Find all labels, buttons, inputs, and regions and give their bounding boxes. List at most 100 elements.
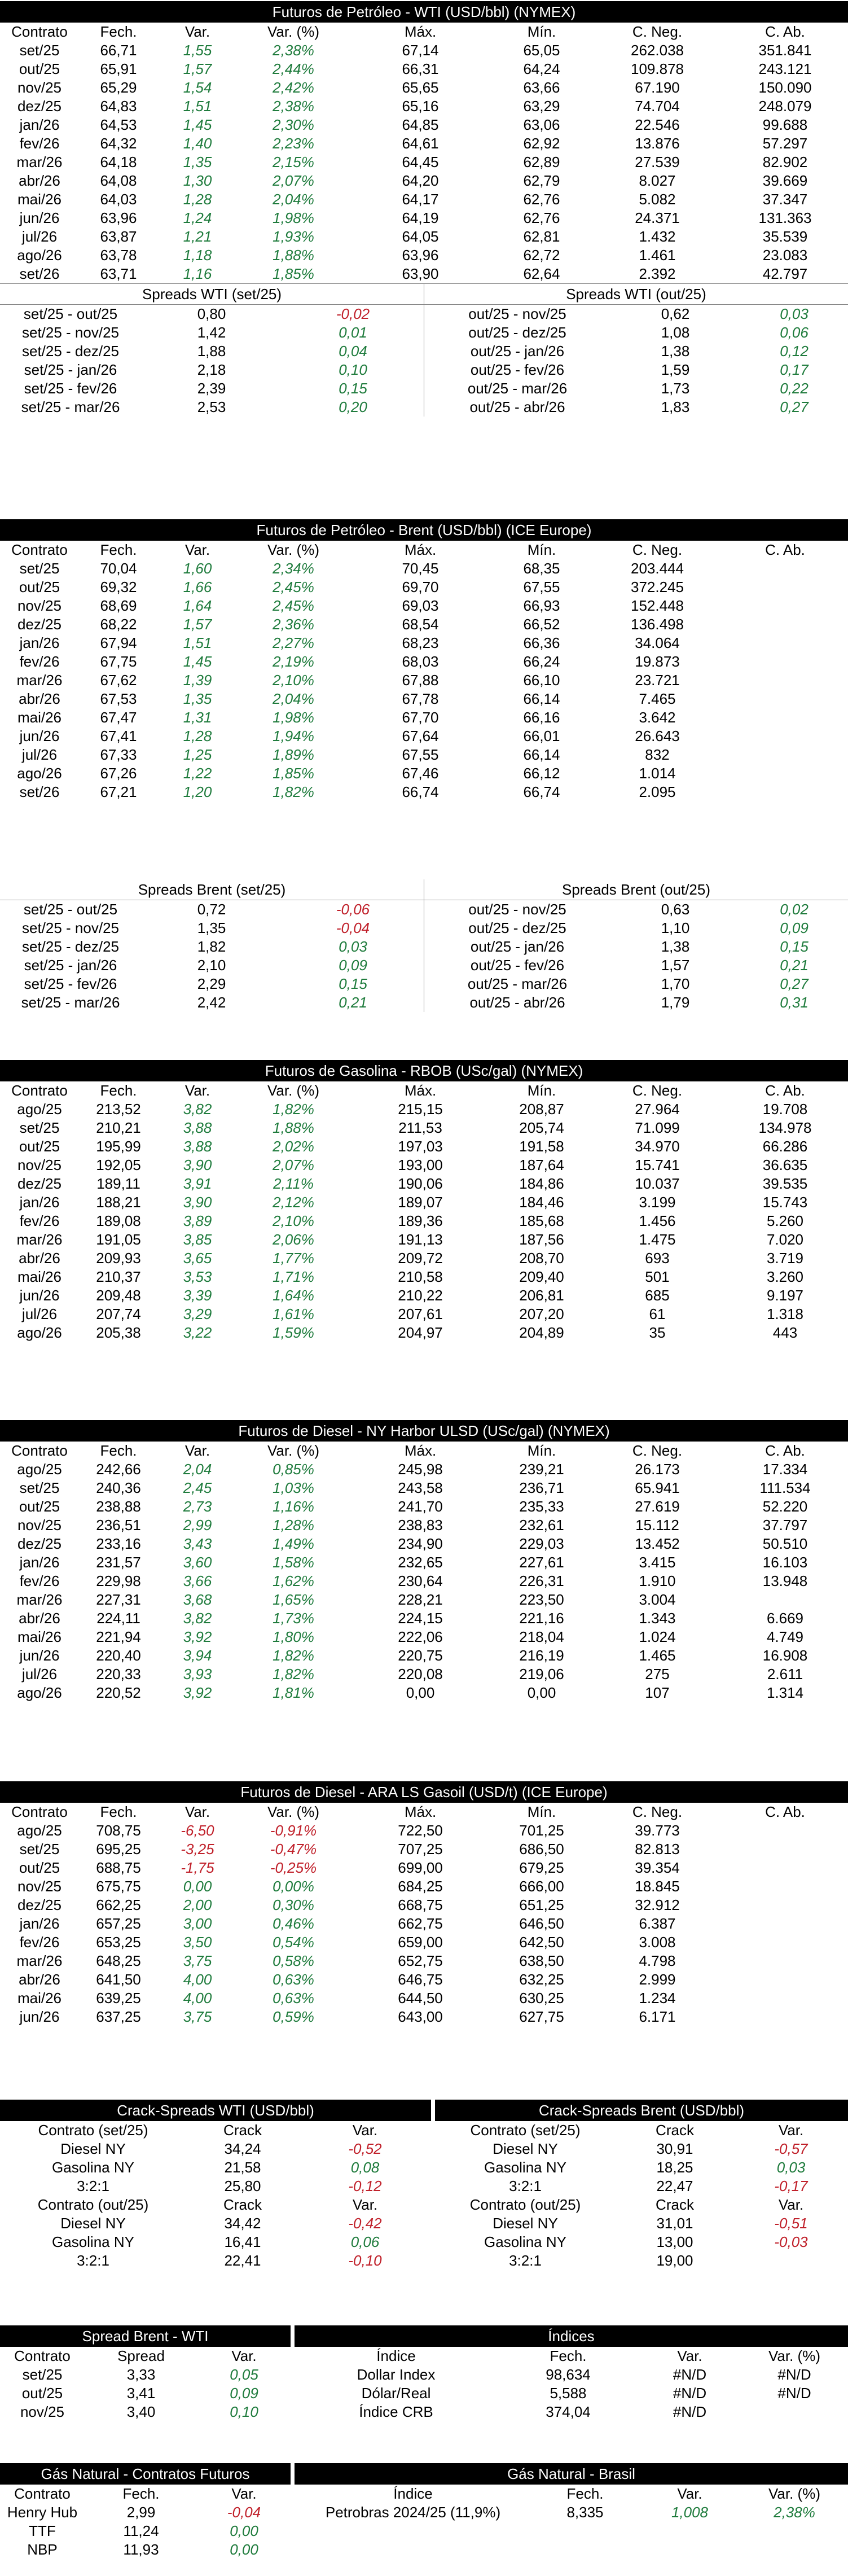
table-cell: 233,16 — [96, 1535, 141, 1552]
table-cell: NBP — [27, 2541, 58, 2558]
table-row: out/25 195,99 3,88 2,02% 197,03 191,58 34.970 6… — [0, 1137, 848, 1156]
table-cell: 1,51 — [183, 98, 212, 115]
table-cell: 239,21 — [519, 1461, 564, 1478]
table-row: 3:2:1 22,47 -0,17 — [435, 2177, 848, 2196]
brent-spreads-right: Spreads Brent (out/25) out/25 - nov/25 0,… — [424, 879, 848, 1012]
table-cell: 27.619 — [635, 1498, 680, 1515]
table-cell: fev/26 — [19, 1934, 60, 1951]
table-cell: 107 — [645, 1684, 670, 1701]
column-header: C. Ab. — [765, 541, 805, 558]
table-cell: 1,25 — [183, 746, 212, 763]
table-cell: 3,39 — [183, 1287, 212, 1304]
table-cell: 13.452 — [635, 1535, 680, 1552]
table-cell: 213,52 — [96, 1101, 141, 1118]
table-cell: 189,11 — [96, 1175, 140, 1192]
table-cell: 0,04 — [339, 343, 367, 360]
table-cell: 1,85% — [273, 265, 314, 282]
gasoil-title: Futuros de Diesel - ARA LS Gasoil (USD/t… — [0, 1781, 848, 1803]
table-row: fev/26 189,08 3,89 2,10% 189,36 185,68 1.456 5.… — [0, 1212, 848, 1230]
table-cell: 216,19 — [519, 1647, 564, 1664]
table-cell: 243,58 — [398, 1479, 443, 1496]
table-cell: 0,59% — [273, 2008, 314, 2025]
table-cell: 3,88 — [183, 1138, 212, 1155]
table-row: set/25 3,33 0,05 — [0, 2365, 291, 2384]
table-cell: 0,03 — [780, 305, 809, 322]
table-cell: 64,61 — [402, 135, 439, 152]
table-cell: 7.020 — [766, 1231, 804, 1248]
table-row: nov/25 68,69 1,64 2,45% 69,03 66,93 152.448 — [0, 597, 848, 615]
table-cell: -0,52 — [348, 2140, 382, 2157]
crack-brent: Crack-Spreads Brent (USD/bbl) Contrato (… — [435, 2100, 848, 2270]
table-cell: 227,61 — [519, 1554, 564, 1571]
table-cell: 2,07% — [273, 1156, 314, 1173]
table-cell: 62,72 — [523, 247, 560, 264]
column-header: Contrato — [11, 1082, 68, 1099]
table-cell: 0,03 — [339, 938, 367, 955]
table-row: jul/26 220,33 3,93 1,82% 220,08 219,06 275 2.61… — [0, 1665, 848, 1684]
table-header-row: Contrato Spread Var. — [0, 2347, 291, 2365]
table-row: mai/26 67,47 1,31 1,98% 67,70 66,16 3.642 — [0, 708, 848, 727]
table-cell: 3,82 — [183, 1101, 212, 1118]
table-cell: 1,88 — [197, 343, 226, 360]
table-cell: 1,40 — [183, 135, 212, 152]
table-cell: -0,12 — [348, 2178, 382, 2194]
column-header: Contrato — [14, 2485, 71, 2502]
column-header: Var. (%) — [768, 2347, 820, 2364]
table-cell: 2,39 — [197, 380, 226, 397]
table-cell: 136.498 — [631, 616, 684, 633]
table-cell: 230,64 — [398, 1572, 443, 1589]
table-cell: 1.456 — [639, 1212, 676, 1229]
brent-spreads: Spreads Brent (set/25) set/25 - out/25 0,… — [0, 879, 848, 1043]
gas-futures-table: Contrato Fech. Var. Henry Hub 2,99 -0,04 TTF 11… — [0, 2485, 291, 2559]
table-cell — [722, 615, 848, 634]
table-row: jun/26 637,25 3,75 0,59% 643,00 627,75 6.171 — [0, 2008, 848, 2026]
table-cell: 224,11 — [96, 1610, 140, 1627]
table-cell: 642,50 — [519, 1934, 564, 1951]
table-cell: 66,74 — [402, 783, 439, 800]
table-cell: set/25 — [19, 1119, 60, 1136]
column-header: Fech. — [100, 1442, 137, 1459]
table-cell: 0,80 — [197, 305, 226, 322]
table-cell: 0,01 — [339, 324, 367, 341]
table-cell: 1,55 — [183, 42, 212, 59]
column-header: Var. (%) — [267, 1442, 319, 1459]
table-cell: 11,24 — [123, 2522, 159, 2539]
table-cell: 220,52 — [96, 1684, 141, 1701]
indices-table: Índice Fech. Var. Var. (%) Dollar Index 98,63… — [295, 2347, 848, 2421]
table-cell: 17.334 — [762, 1461, 808, 1478]
table-row: out/25 - jan/26 1,38 0,15 — [424, 937, 848, 956]
table-cell: 1,65% — [273, 1591, 314, 1608]
table-row: out/25 - abr/26 1,79 0,31 — [424, 993, 848, 1012]
table-cell — [722, 671, 848, 690]
table-row: out/25 - jan/26 1,38 0,12 — [424, 342, 848, 361]
table-row: set/25 66,71 1,55 2,38% 67,14 65,05 262.038 351… — [0, 41, 848, 60]
table-cell: dez/25 — [17, 98, 62, 115]
table-row: mar/26 648,25 3,75 0,58% 652,75 638,50 4.798 — [0, 1952, 848, 1970]
table-row: Dólar/Real 5,588 #N/D #N/D — [295, 2384, 848, 2403]
table-row: nov/25 192,05 3,90 2,07% 193,00 187,64 15.741 3… — [0, 1156, 848, 1175]
table-row: dez/25 662,25 2,00 0,30% 668,75 651,25 32.912 — [0, 1896, 848, 1915]
table-cell: 0,72 — [197, 901, 226, 918]
table-cell: 82.902 — [762, 154, 808, 170]
column-header: Contrato — [11, 541, 68, 558]
table-cell: 695,25 — [96, 1841, 141, 1857]
table-cell: 210,22 — [398, 1287, 443, 1304]
table-cell — [722, 652, 848, 671]
table-cell: 3,50 — [183, 1934, 212, 1951]
table-row: fev/26 653,25 3,50 0,54% 659,00 642,50 3.008 — [0, 1933, 848, 1952]
column-header: C. Neg. — [632, 1082, 683, 1099]
table-cell: 67,41 — [100, 728, 137, 744]
table-cell: 0,10 — [339, 361, 367, 378]
table-cell: -0,04 — [227, 2504, 261, 2521]
table-cell: 39.773 — [635, 1822, 680, 1839]
table-cell: 69,32 — [100, 579, 137, 595]
table-cell: 19.873 — [635, 653, 680, 670]
table-cell: 236,51 — [96, 1517, 141, 1534]
table-cell: 3.199 — [639, 1194, 676, 1211]
table-cell: 205,38 — [96, 1324, 141, 1341]
table-cell: 0,54% — [273, 1934, 314, 1951]
table-cell: 6.669 — [766, 1610, 804, 1627]
table-cell: mar/26 — [16, 1231, 63, 1248]
table-cell — [722, 1859, 848, 1877]
table-cell: set/25 - dez/25 — [22, 343, 119, 360]
